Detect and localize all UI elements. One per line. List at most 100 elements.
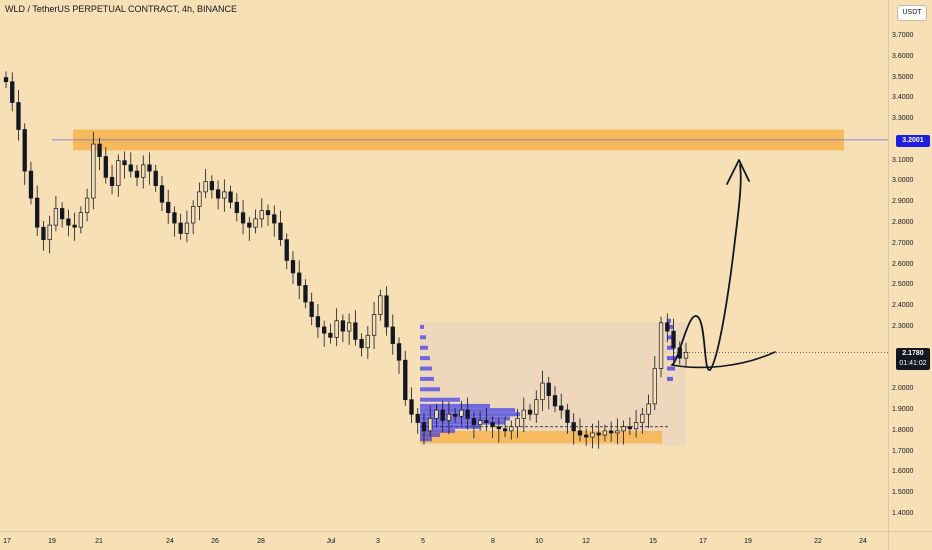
- price-tick-label: 2.4000: [892, 302, 914, 310]
- price-tick-label: 2.5000: [892, 281, 914, 289]
- candle-body: [16, 102, 21, 130]
- candle-body: [471, 418, 477, 425]
- price-tick-label: 3.1000: [892, 156, 914, 164]
- candle-body: [259, 210, 264, 220]
- time-tick-label: 19: [48, 538, 56, 545]
- volume-profile-bar: [667, 376, 673, 381]
- candle-body: [484, 420, 489, 423]
- candle-body: [228, 191, 233, 203]
- candle-body: [53, 208, 59, 226]
- volume-profile-bar: [420, 324, 424, 329]
- time-tick-label: 19: [744, 538, 752, 545]
- candle-body: [459, 409, 464, 417]
- candle-body: [309, 301, 314, 317]
- candle-body: [315, 316, 321, 328]
- time-tick-label: 5: [421, 538, 425, 545]
- support-zone: [420, 430, 662, 444]
- volume-profile-bar: [420, 345, 428, 350]
- candle-body: [284, 239, 289, 261]
- time-tick-label: 10: [535, 538, 543, 545]
- volume-profile-bar: [420, 416, 510, 421]
- candle-body: [47, 224, 52, 241]
- price-tick-label: 2.8000: [892, 219, 914, 227]
- candle-body: [103, 156, 108, 178]
- volume-profile-bar: [667, 366, 675, 371]
- candle-body: [128, 164, 133, 172]
- candle-body: [197, 191, 202, 207]
- candle-body: [490, 422, 495, 428]
- candle-body: [290, 260, 296, 274]
- price-tick-label: 2.3000: [892, 322, 914, 330]
- time-tick-label: 17: [699, 538, 707, 545]
- candle-body: [521, 409, 526, 419]
- price-tick-label: 2.6000: [892, 260, 914, 268]
- candle-body: [359, 339, 364, 349]
- candle-body: [602, 430, 608, 436]
- price-tick-label: 2.9000: [892, 198, 914, 206]
- volume-profile-bar: [420, 376, 434, 381]
- bar-countdown: 01:41:02: [899, 360, 927, 367]
- candle-body: [446, 413, 452, 421]
- time-tick-label: 3: [376, 538, 380, 545]
- price-tick-label: 1.7000: [892, 447, 914, 455]
- candle-body: [322, 326, 327, 334]
- volume-profile-bar: [420, 387, 440, 392]
- time-tick-label: 15: [649, 538, 657, 545]
- candle-body: [577, 430, 583, 436]
- candle-body: [116, 160, 121, 186]
- volume-profile-bar: [667, 335, 674, 340]
- candle-body: [652, 368, 657, 405]
- candle-body: [141, 164, 146, 178]
- candle-body: [340, 320, 346, 332]
- level-price-tag: 3.2001: [896, 135, 930, 147]
- candle-body: [665, 322, 670, 332]
- candle-body: [465, 409, 470, 419]
- current-price-tag: 2.1780 01:41:02: [896, 348, 930, 370]
- candle-body: [84, 197, 90, 214]
- candle-body: [328, 332, 333, 338]
- time-tick-label: 22: [814, 538, 822, 545]
- candle-body: [91, 143, 96, 199]
- candle-body: [134, 170, 140, 178]
- candle-body: [59, 208, 65, 220]
- candle-body: [390, 326, 395, 344]
- volume-profile-bar: [667, 324, 673, 329]
- candle-body: [596, 432, 601, 436]
- candle-body: [590, 432, 595, 438]
- candle-body: [240, 212, 246, 224]
- candle-body: [440, 409, 445, 421]
- candle-body: [540, 382, 545, 401]
- candle-body: [247, 222, 252, 228]
- currency-button[interactable]: USDT: [897, 5, 927, 21]
- candle-body: [97, 143, 102, 157]
- candle-body: [415, 413, 420, 423]
- candle-body: [166, 201, 171, 214]
- candle-body: [621, 426, 626, 432]
- candle-body: [209, 181, 215, 191]
- candle-body: [346, 322, 352, 332]
- volume-profile-bar: [420, 424, 480, 429]
- volume-profile-bar: [420, 428, 455, 433]
- candle-body: [203, 181, 208, 193]
- price-tick-label: 1.4000: [892, 510, 914, 517]
- candle-body: [10, 81, 15, 103]
- candle-body: [35, 197, 40, 228]
- time-tick-label: 28: [257, 538, 265, 545]
- candle-body: [584, 434, 589, 438]
- current-price-value: 2.1780: [902, 350, 924, 357]
- candle-body: [78, 212, 84, 228]
- price-tick-label: 3.5000: [892, 73, 914, 81]
- price-tick-label: 3.3000: [892, 115, 914, 123]
- candle-body: [215, 189, 221, 199]
- candle-body: [222, 191, 227, 199]
- time-tick-label: 24: [166, 538, 174, 545]
- time-tick-label: 21: [95, 538, 103, 545]
- candle-body: [371, 314, 377, 336]
- volume-profile-bar: [420, 412, 520, 417]
- candle-body: [178, 222, 183, 234]
- candle-body: [515, 418, 520, 428]
- candle-body: [496, 426, 501, 430]
- candle-body: [41, 226, 46, 241]
